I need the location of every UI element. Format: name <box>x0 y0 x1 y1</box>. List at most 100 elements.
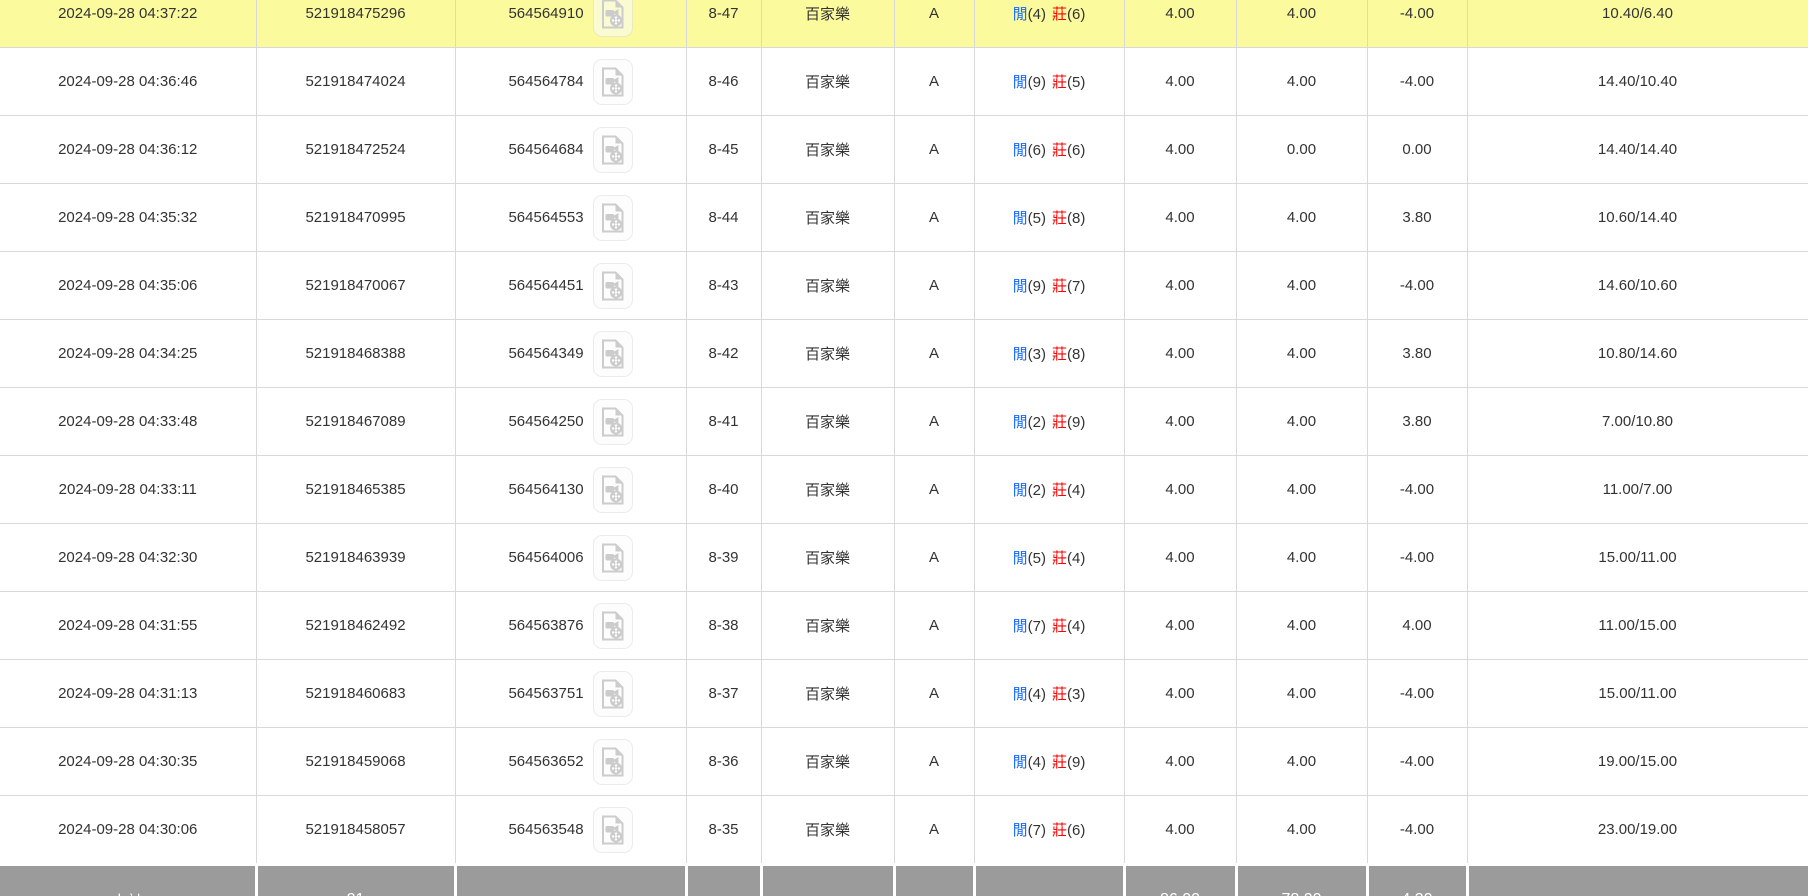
subtotal-winloss-total: 4.30 <box>1365 863 1469 896</box>
cell-bet-amount[interactable]: 4.00 <box>1123 387 1237 456</box>
video-replay-button[interactable] <box>592 0 633 37</box>
cell-timestamp: 2024-09-28 04:35:06 <box>0 251 257 320</box>
cell-win-loss: -4.00 <box>1366 659 1468 728</box>
cell-bet-amount[interactable]: 4.00 <box>1123 659 1237 728</box>
cell-round-number: 8-37 <box>685 659 762 728</box>
player-label: 閒 <box>1012 822 1028 839</box>
video-replay-button[interactable] <box>592 466 633 513</box>
video-file-icon <box>601 135 624 164</box>
cell-round-number: 8-39 <box>685 523 762 592</box>
video-replay-button[interactable] <box>592 126 633 173</box>
cell-timestamp: 2024-09-28 04:37:22 <box>0 0 257 48</box>
round-id-text: 564563548 <box>508 821 584 838</box>
cell-bet-amount[interactable]: 4.00 <box>1123 455 1237 524</box>
cell-round-number: 8-47 <box>685 0 762 48</box>
video-replay-button[interactable] <box>592 738 633 785</box>
cell-balance: 10.60/14.40 <box>1466 183 1808 252</box>
player-label: 閒 <box>1012 686 1028 703</box>
video-replay-button[interactable] <box>592 602 633 649</box>
video-replay-button[interactable] <box>592 670 633 717</box>
cell-result: 閒(4) 莊(6) <box>973 0 1125 48</box>
cell-bet-id: 521918465385 <box>255 455 456 524</box>
cell-result: 閒(4) 莊(9) <box>973 727 1125 796</box>
video-replay-button[interactable] <box>592 806 633 853</box>
player-score: (4) <box>1027 6 1046 23</box>
cell-round-number: 8-38 <box>685 591 762 660</box>
subtotal-empty-game <box>759 863 896 896</box>
cell-round-number: 8-43 <box>685 251 762 320</box>
round-id-text: 564564684 <box>508 141 584 158</box>
video-replay-button[interactable] <box>592 262 633 309</box>
banker-score: (4) <box>1067 550 1086 567</box>
cell-win-loss: -4.00 <box>1366 0 1468 48</box>
cell-win-loss: -4.00 <box>1366 727 1468 796</box>
subtotal-empty-table <box>892 863 976 896</box>
cell-bet-amount[interactable]: 4.00 <box>1123 727 1237 796</box>
cell-round-number: 8-45 <box>685 115 762 184</box>
banker-score: (6) <box>1067 142 1086 159</box>
cell-table-code: A <box>893 727 975 796</box>
cell-timestamp: 2024-09-28 04:30:35 <box>0 727 257 796</box>
player-score: (9) <box>1027 278 1046 295</box>
cell-bet-amount[interactable]: 4.00 <box>1123 319 1237 388</box>
cell-table-code: A <box>893 183 975 252</box>
video-replay-button[interactable] <box>592 330 633 377</box>
cell-bet-amount[interactable]: 4.00 <box>1123 0 1237 48</box>
cell-win-loss: 3.80 <box>1366 387 1468 456</box>
cell-result: 閒(7) 莊(6) <box>973 795 1125 865</box>
player-score: (2) <box>1027 414 1046 431</box>
banker-score: (6) <box>1067 822 1086 839</box>
video-replay-button[interactable] <box>592 398 633 445</box>
banker-score: (7) <box>1067 278 1086 295</box>
video-replay-button[interactable] <box>592 194 633 241</box>
video-replay-button[interactable] <box>592 534 633 581</box>
cell-timestamp: 2024-09-28 04:33:48 <box>0 387 257 456</box>
cell-timestamp: 2024-09-28 04:31:13 <box>0 659 257 728</box>
table-row: 2024-09-28 04:33:48 521918467089 5645642… <box>0 387 1808 456</box>
cell-valid-bet: 4.00 <box>1235 251 1368 320</box>
player-score: (4) <box>1027 754 1046 771</box>
cell-bet-amount[interactable]: 4.00 <box>1123 251 1237 320</box>
player-label: 閒 <box>1012 6 1028 23</box>
round-id-text: 564563876 <box>508 617 584 634</box>
banker-label: 莊 <box>1052 346 1068 363</box>
cell-bet-amount[interactable]: 4.00 <box>1123 183 1237 252</box>
cell-result: 閒(2) 莊(9) <box>973 387 1125 456</box>
cell-bet-amount[interactable]: 4.00 <box>1123 47 1237 116</box>
cell-round-id: 564564684 <box>454 115 687 184</box>
table-row: 2024-09-28 04:35:32 521918470995 5645645… <box>0 183 1808 252</box>
cell-valid-bet: 4.00 <box>1235 0 1368 48</box>
cell-balance: 23.00/19.00 <box>1466 795 1808 865</box>
player-label: 閒 <box>1012 618 1028 635</box>
cell-table-code: A <box>893 659 975 728</box>
cell-result: 閒(2) 莊(4) <box>973 455 1125 524</box>
banker-score: (4) <box>1067 482 1086 499</box>
cell-balance: 10.80/14.60 <box>1466 319 1808 388</box>
cell-win-loss: 3.80 <box>1366 183 1468 252</box>
cell-balance: 14.40/14.40 <box>1466 115 1808 184</box>
cell-bet-amount[interactable]: 4.00 <box>1123 795 1237 865</box>
player-score: (3) <box>1027 346 1046 363</box>
banker-label: 莊 <box>1052 822 1068 839</box>
cell-bet-amount[interactable]: 4.00 <box>1123 523 1237 592</box>
banker-label: 莊 <box>1052 754 1068 771</box>
table-row: 2024-09-28 04:37:22 521918475296 5645649… <box>0 0 1808 48</box>
table-row: 2024-09-28 04:36:46 521918474024 5645647… <box>0 47 1808 116</box>
cell-valid-bet: 4.00 <box>1235 183 1368 252</box>
cell-round-number: 8-44 <box>685 183 762 252</box>
cell-game-type: 百家樂 <box>760 795 895 865</box>
subtotal-row: 小計 21 86.00 78.00 4.30 <box>0 863 1808 896</box>
cell-balance: 15.00/11.00 <box>1466 523 1808 592</box>
cell-balance: 11.00/15.00 <box>1466 591 1808 660</box>
table-row: 2024-09-28 04:31:55 521918462492 5645638… <box>0 591 1808 660</box>
cell-round-number: 8-46 <box>685 47 762 116</box>
video-replay-button[interactable] <box>592 58 633 105</box>
cell-round-id: 564564006 <box>454 523 687 592</box>
cell-bet-id: 521918463939 <box>255 523 456 592</box>
cell-round-number: 8-40 <box>685 455 762 524</box>
cell-result: 閒(5) 莊(4) <box>973 523 1125 592</box>
cell-bet-amount[interactable]: 4.00 <box>1123 115 1237 184</box>
cell-bet-id: 521918460683 <box>255 659 456 728</box>
cell-game-type: 百家樂 <box>760 591 895 660</box>
cell-bet-amount[interactable]: 4.00 <box>1123 591 1237 660</box>
